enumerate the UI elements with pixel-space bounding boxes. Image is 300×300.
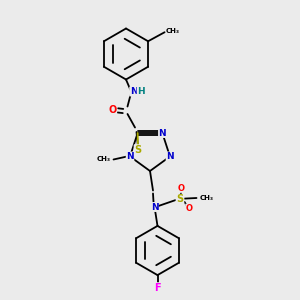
Text: N: N (130, 87, 137, 96)
Text: N: N (151, 202, 158, 211)
Text: S: S (134, 145, 142, 155)
Text: O: O (185, 204, 193, 213)
Text: N: N (166, 152, 174, 161)
Text: F: F (154, 283, 161, 293)
Text: H: H (137, 87, 145, 96)
Text: N: N (158, 128, 166, 137)
Text: CH₃: CH₃ (97, 157, 110, 163)
Text: N: N (126, 152, 134, 161)
Text: CH₃: CH₃ (166, 28, 180, 34)
Text: CH₃: CH₃ (200, 195, 214, 201)
Text: O: O (108, 104, 117, 115)
Text: O: O (178, 184, 185, 193)
Text: S: S (176, 194, 184, 205)
